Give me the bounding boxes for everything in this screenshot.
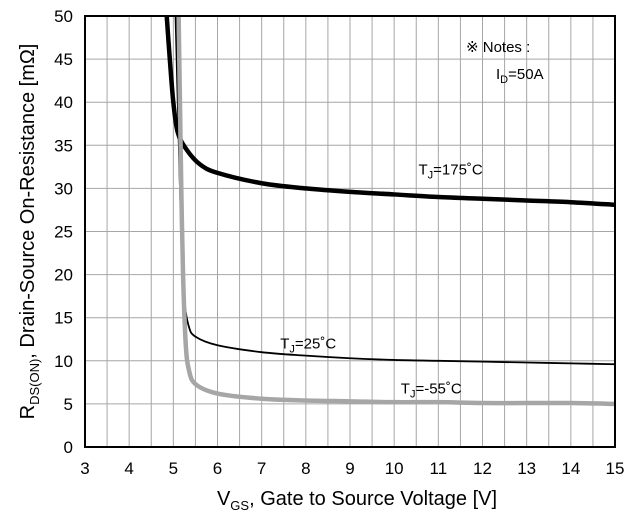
x-axis-title-main: V bbox=[217, 488, 231, 510]
curve-label-minus55c-rest: =-55˚C bbox=[415, 381, 461, 398]
y-tick-label: 45 bbox=[54, 50, 73, 69]
plot-curves bbox=[164, 16, 615, 407]
x-tick-label: 10 bbox=[385, 459, 404, 478]
x-tick-label: 15 bbox=[606, 459, 625, 478]
y-tick-label: 40 bbox=[54, 93, 73, 112]
x-tick-label: 11 bbox=[430, 459, 448, 478]
y-axis-title: RDS(ON), Drain-Source On-Resistance [mΩ] bbox=[17, 44, 42, 420]
y-tick-label: 35 bbox=[54, 136, 73, 155]
x-axis-ticks: 3 4 5 6 7 8 9 10 11 12 13 14 15 bbox=[80, 459, 624, 478]
curve-label-175c-sub: J bbox=[428, 170, 434, 182]
curve-175c bbox=[164, 16, 615, 208]
curve-label-175c-rest: =175˚C bbox=[433, 162, 483, 179]
x-axis-title: VGS, Gate to Source Voltage [V] bbox=[217, 488, 497, 513]
notes-current-rest: =50A bbox=[508, 66, 543, 83]
y-tick-label: 20 bbox=[54, 266, 73, 285]
curve-label-175c-main: T bbox=[418, 162, 427, 179]
plot-frame bbox=[84, 15, 616, 448]
x-tick-label: 3 bbox=[80, 459, 89, 478]
x-axis-title-sub: GS bbox=[230, 498, 249, 513]
y-axis-ticks: 0 5 10 15 20 25 30 35 40 45 50 bbox=[54, 7, 73, 457]
curve-label-minus55c: TJ=-55˚C bbox=[401, 381, 462, 401]
curve-label-minus55c-main: T bbox=[401, 381, 410, 398]
y-axis-title-sub: DS(ON) bbox=[27, 359, 42, 405]
x-tick-label: 13 bbox=[517, 459, 536, 478]
x-tick-label: 6 bbox=[213, 459, 222, 478]
y-tick-label: 30 bbox=[54, 179, 73, 198]
y-tick-label: 15 bbox=[54, 309, 73, 328]
y-tick-label: 10 bbox=[54, 352, 73, 371]
x-tick-label: 5 bbox=[169, 459, 178, 478]
y-axis-title-main: R bbox=[17, 405, 39, 419]
x-tick-label: 4 bbox=[124, 459, 133, 478]
notes-title: ※ Notes : bbox=[466, 39, 530, 56]
curve-label-minus55c-sub: J bbox=[410, 389, 416, 401]
curve-label-25c-sub: J bbox=[289, 344, 295, 356]
curve-minus55c bbox=[176, 16, 615, 407]
y-tick-label: 50 bbox=[54, 7, 73, 26]
y-tick-label: 25 bbox=[54, 223, 73, 242]
curve-label-25c: TJ=25˚C bbox=[280, 336, 336, 356]
notes-current-main: I bbox=[496, 66, 500, 83]
notes-current: ID=50A bbox=[496, 66, 544, 86]
notes-current-sub: D bbox=[500, 74, 508, 86]
y-tick-label: 5 bbox=[64, 395, 73, 414]
x-tick-label: 14 bbox=[561, 459, 580, 478]
x-tick-label: 7 bbox=[257, 459, 266, 478]
x-axis-title-rest: , Gate to Source Voltage [V] bbox=[249, 488, 497, 510]
x-tick-label: 8 bbox=[301, 459, 310, 478]
curve-labels: TJ=175˚C TJ=25˚C TJ=-55˚C bbox=[280, 162, 483, 401]
curve-label-25c-main: T bbox=[280, 336, 289, 353]
curve-label-25c-rest: =25˚C bbox=[295, 336, 336, 353]
x-tick-label: 9 bbox=[345, 459, 354, 478]
x-tick-label: 12 bbox=[473, 459, 492, 478]
curve-label-175c: TJ=175˚C bbox=[418, 162, 482, 182]
y-tick-label: 0 bbox=[64, 438, 73, 457]
y-axis-title-rest: , Drain-Source On-Resistance [mΩ] bbox=[17, 44, 39, 359]
